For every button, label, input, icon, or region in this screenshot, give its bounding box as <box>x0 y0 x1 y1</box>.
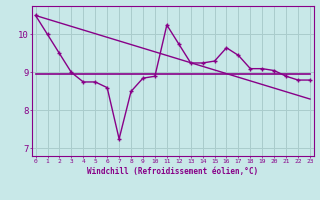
X-axis label: Windchill (Refroidissement éolien,°C): Windchill (Refroidissement éolien,°C) <box>87 167 258 176</box>
